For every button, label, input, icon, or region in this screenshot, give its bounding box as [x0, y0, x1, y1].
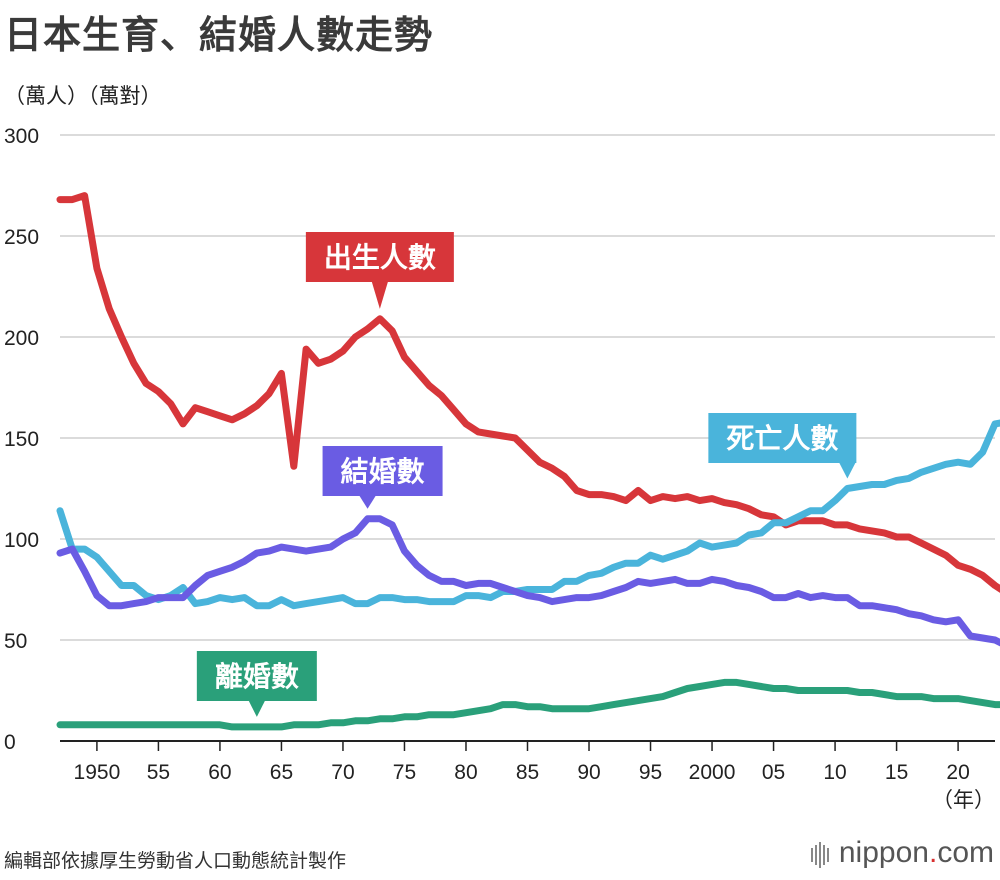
series-label: 出生人數 — [305, 232, 454, 309]
series-label-pointer — [359, 496, 376, 509]
x-axis-unit-label: （年） — [932, 789, 995, 812]
series-line — [56, 419, 1000, 610]
x-tick-label: 95 — [639, 761, 662, 784]
x-tick-label: 15 — [885, 761, 908, 784]
series-label-text: 結婚數 — [341, 455, 425, 488]
series-label-box — [708, 413, 857, 463]
x-tick-label: 65 — [270, 761, 293, 784]
series-label-text: 出生人數 — [324, 241, 436, 274]
y-tick-label: 100 — [4, 529, 39, 552]
x-tick-label: 80 — [454, 761, 477, 784]
logo-bars-icon — [810, 837, 831, 871]
x-tick-label: 2000 — [689, 761, 736, 784]
source-note: 編輯部依據厚生勞動省人口動態統計製作 — [4, 850, 347, 872]
x-tick-label: 60 — [208, 761, 231, 784]
grid-lines — [60, 134, 995, 641]
logo-dot: . — [928, 836, 938, 869]
y-tick-label: 300 — [4, 125, 39, 148]
x-axis-ticks: 1950 55 60 65 70 75 80 85 90 95 2000 05 10 15 20 — [74, 741, 970, 784]
x-tick-label: 10 — [823, 761, 846, 784]
x-tick-label: 1950 — [74, 761, 121, 784]
y-tick-label: 200 — [4, 327, 39, 350]
series-label-text: 離婚數 — [215, 660, 299, 693]
logo-name: nippon — [838, 836, 929, 869]
series-label-text: 死亡人數 — [726, 422, 838, 455]
logo-tld: com — [937, 836, 994, 869]
nippon-logo: nippon.com — [810, 836, 994, 871]
series-line — [56, 678, 1000, 731]
x-tick-label: 70 — [331, 761, 354, 784]
series-label-box — [305, 232, 454, 282]
y-tick-label: 250 — [4, 226, 39, 249]
series-label: 死亡人數 — [708, 413, 857, 479]
y-tick-label: 50 — [4, 630, 27, 653]
x-tick-label: 55 — [147, 761, 170, 784]
series-label-box — [322, 446, 443, 496]
series-label: 結婚數 — [322, 446, 443, 509]
series-line — [56, 192, 1000, 593]
series-label-pointer — [371, 282, 388, 309]
y-tick-label: 0 — [4, 731, 16, 754]
x-tick-label: 05 — [762, 761, 785, 784]
series-label-pointer — [248, 701, 265, 717]
series-lines — [56, 192, 1000, 731]
x-tick-label: 75 — [393, 761, 416, 784]
y-axis-unit-label: （萬人）（萬對） — [4, 84, 162, 108]
y-axis-ticks: 0 50 100 150 200 250 300 — [4, 125, 39, 754]
series-line — [56, 515, 1000, 647]
series-label-box — [196, 651, 317, 701]
x-tick-label: 20 — [946, 761, 969, 784]
x-tick-label: 90 — [577, 761, 600, 784]
series-label: 離婚數 — [196, 651, 317, 717]
y-tick-label: 150 — [4, 428, 39, 451]
chart-title: 日本生育、結婚人數走勢 — [4, 13, 434, 57]
x-tick-label: 85 — [516, 761, 539, 784]
series-label-pointer — [839, 463, 856, 479]
